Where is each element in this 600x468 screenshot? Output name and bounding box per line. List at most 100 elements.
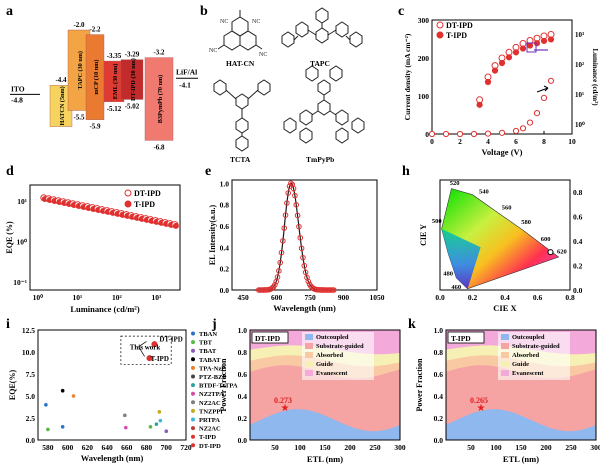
el-spectrum-point (297, 234, 304, 241)
panel-letters: a b c d e h i j k (6, 4, 416, 332)
legend-swatch (501, 361, 509, 367)
legend-label: Evanescent (316, 370, 348, 377)
x-tick-label: 150 (319, 443, 331, 452)
legend-label: NZ2AC (199, 400, 221, 407)
literature-point (148, 425, 153, 429)
x-tick-label: 680 (141, 443, 153, 452)
annotation-arrow (138, 341, 147, 348)
el-spectrum-point (293, 201, 300, 208)
el-spectrum-point (276, 267, 282, 274)
legend-marker (436, 31, 444, 39)
x-tick-label: 0.6 (533, 293, 543, 302)
legend-label: Outcoupled (316, 334, 349, 341)
current-point (533, 110, 541, 117)
current-point (547, 77, 555, 84)
layer-label-lifal: LiF/Al (176, 67, 197, 76)
legend-label: T-IPD (199, 434, 216, 441)
luminance-point-t (484, 78, 492, 86)
x-tick-label: 100 (490, 443, 502, 452)
x-tick-label: 0.2 (468, 293, 478, 302)
x-tick-label: 50 (467, 443, 475, 452)
energy-layer-box (144, 57, 174, 141)
annotation-text: This work (130, 343, 161, 351)
x-tick-label: 700 (161, 443, 173, 452)
energy-layer-label: TAPC (30 nm) (77, 51, 84, 89)
y2-tick-label: 10⁰ (575, 121, 585, 129)
y2-tick-label: 10¹ (575, 91, 584, 99)
molecule-tapc (281, 7, 363, 48)
x-tick-label: 450 (238, 293, 250, 302)
x-tick-label: 10 (568, 137, 576, 146)
panel-letter-d: d (6, 164, 14, 179)
el-spectrum-point (278, 249, 285, 256)
y-tick-label: 300 (418, 16, 430, 25)
legend-swatch (305, 370, 313, 376)
x-tick-label: 200 (344, 443, 356, 452)
x-tick-label: 6 (514, 137, 518, 146)
y-tick-label: 0.4 (220, 243, 230, 252)
molecule-tcta (213, 79, 271, 152)
y-tick-label: 0.4 (238, 392, 248, 401)
legend-swatch (501, 334, 509, 340)
el-spectrum-point (296, 223, 302, 230)
legend-label: TBAT (199, 348, 217, 355)
x-tick-label: 1050 (370, 293, 385, 302)
y-axis-label: Power Fraction (219, 358, 228, 411)
y-tick-label: 0.0 (220, 286, 230, 295)
x-tick-label: 300 (590, 443, 600, 452)
x-tick-label: 10² (112, 293, 123, 302)
y-tick-label: 10⁻¹ (13, 278, 27, 287)
wavelength-label: 460 (451, 284, 461, 291)
marker-star: ★ (477, 403, 486, 414)
energy-value: -4.1 (179, 80, 191, 89)
el-spectrum-point (280, 238, 286, 244)
current-point (428, 130, 436, 138)
el-spectrum-line (254, 182, 337, 291)
el-spectrum-point (288, 180, 294, 187)
el-spectrum-point (330, 287, 337, 293)
energy-value: -5.9 (89, 123, 101, 131)
energy-value: -3.29 (125, 51, 140, 59)
plot-frame (231, 179, 378, 291)
legend-label: PRTPA (199, 417, 220, 424)
chart-k: 50 100 150 200 250 300 0.0 0.2 0.4 0.6 0.8 1.0 ETL (… (415, 326, 600, 464)
panel-letter-c: c (398, 4, 404, 19)
wavelength-label: 580 (521, 219, 531, 226)
legend-swatch (501, 352, 509, 358)
legend-label: Evanescent (512, 370, 544, 377)
literature-point (44, 403, 48, 407)
y-tick-label: 0.6 (573, 213, 583, 222)
molecule-tmpypb (283, 65, 365, 144)
chart-d: 10⁰ 10¹ 10² 10³ 10⁻¹ 10⁰ 10¹ Luminance (cd/m²) E… (5, 184, 181, 314)
x-tick-label: 150 (515, 443, 527, 452)
y2-axis-label: Luminance (cd/m²) (591, 48, 599, 106)
cie-blue-region (441, 228, 481, 289)
el-spectrum-point (282, 212, 289, 218)
layer-label-ito: ITO (11, 84, 25, 93)
el-spectrum-point (298, 245, 305, 252)
legend-label: TBT (199, 340, 213, 347)
legend-marker (191, 357, 195, 362)
literature-point (154, 422, 159, 426)
literature-point (60, 388, 65, 393)
x-tick-label: 200 (540, 443, 552, 452)
legend-swatch (305, 352, 313, 358)
x-tick-label: 0.4 (500, 293, 510, 302)
x-axis-label: ETL (nm) (503, 454, 539, 464)
literature-point (158, 418, 163, 423)
legend-label: T-IPD (446, 31, 467, 40)
y-axis-label: EQE (%) (5, 221, 14, 254)
y-tick-label: 7.5 (26, 370, 36, 379)
wavelength-label: 540 (479, 188, 489, 195)
y-tick-label: 1.0 (220, 179, 230, 188)
tag-box (251, 331, 289, 344)
energy-value: -6.8 (153, 143, 165, 151)
wavelength-label: 500 (432, 218, 442, 225)
legend-label: TBAN (199, 331, 217, 338)
luminance-point-t (512, 49, 520, 56)
legend-label: NZ2TPA (199, 391, 224, 398)
molecule-label-tapc: TAPC (310, 59, 330, 68)
eqe-point-t (172, 222, 179, 229)
energy-layer-box (120, 59, 144, 100)
